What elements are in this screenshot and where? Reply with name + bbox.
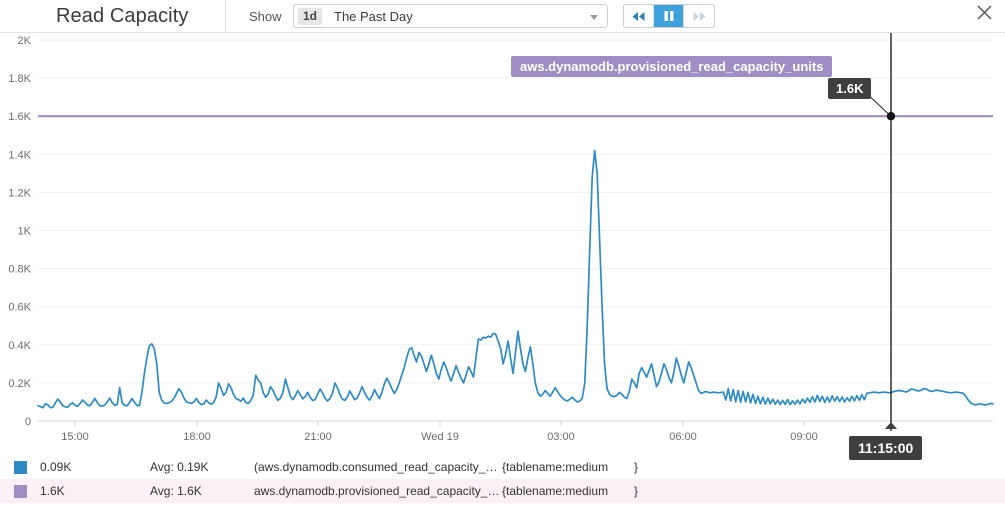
chart-legend: 0.09K Avg: 0.19K (aws.dynamodb.consumed_… — [0, 455, 1005, 503]
close-button[interactable] — [971, 2, 997, 28]
svg-text:0: 0 — [25, 416, 31, 428]
panel-header: Read Capacity Show 1d The Past Day — [0, 0, 1005, 33]
svg-text:2K: 2K — [18, 35, 32, 47]
legend-metric-name: (aws.dynamodb.consumed_read_capacity_uni… — [254, 460, 502, 474]
series-name-tooltip: aws.dynamodb.provisioned_read_capacity_u… — [511, 56, 833, 77]
time-range-text: The Past Day — [334, 9, 413, 24]
svg-text:1K: 1K — [18, 226, 32, 238]
chart-area[interactable]: 0 0.2K 0.4K 0.6K 0.8K 1K 1.2K 1.4K 1.6K 1.8K 2K 15:… — [0, 33, 1005, 453]
legend-metric-name: aws.dynamodb.provisioned_read_capacity_u… — [254, 484, 502, 498]
legend-current-value: 0.09K — [40, 460, 72, 474]
value-tooltip: 1.6K — [828, 78, 872, 99]
svg-text:0.4K: 0.4K — [8, 340, 31, 352]
svg-text:0.2K: 0.2K — [8, 378, 31, 390]
legend-tags-close: } — [634, 460, 639, 474]
svg-text:0.8K: 0.8K — [8, 264, 31, 276]
value-tooltip-label: 1.6K — [836, 81, 864, 96]
chart-svg[interactable]: 0 0.2K 0.4K 0.6K 0.8K 1K 1.2K 1.4K 1.6K 1.8K 2K 15:… — [0, 33, 1005, 453]
fast-forward-button[interactable] — [684, 5, 714, 27]
rewind-button[interactable] — [624, 5, 654, 27]
header-divider — [225, 0, 226, 33]
svg-text:18:00: 18:00 — [183, 431, 211, 443]
svg-text:1.6K: 1.6K — [8, 111, 31, 123]
time-range-badge: 1d — [298, 8, 323, 25]
cursor-time-label: 11:15:00 — [858, 440, 914, 456]
svg-text:21:00: 21:00 — [304, 431, 332, 443]
svg-text:1.8K: 1.8K — [8, 73, 31, 85]
cursor-time-tooltip: 11:15:00 — [849, 436, 923, 460]
close-icon — [976, 4, 993, 26]
legend-color-swatch — [14, 460, 27, 474]
legend-tags-close: } — [634, 484, 639, 498]
page-title: Read Capacity — [56, 5, 189, 27]
svg-text:0.6K: 0.6K — [8, 302, 31, 314]
svg-text:03:00: 03:00 — [547, 431, 575, 443]
legend-row[interactable]: 0.09K Avg: 0.19K (aws.dynamodb.consumed_… — [0, 455, 1005, 479]
series-name-tooltip-label: aws.dynamodb.provisioned_read_capacity_u… — [520, 59, 824, 74]
svg-text:Wed 19: Wed 19 — [421, 431, 459, 443]
legend-tags: {tablename:medium — [502, 484, 609, 498]
legend-average-value: Avg: 0.19K — [150, 460, 209, 474]
time-range-select[interactable]: 1d The Past Day — [293, 4, 608, 28]
svg-text:15:00: 15:00 — [61, 431, 89, 443]
svg-text:1.4K: 1.4K — [8, 149, 31, 161]
legend-row[interactable]: 1.6K Avg: 1.6K aws.dynamodb.provisioned_… — [0, 479, 1005, 503]
playback-controls — [623, 4, 715, 28]
chevron-down-icon — [590, 15, 598, 20]
legend-current-value: 1.6K — [40, 484, 65, 498]
svg-text:06:00: 06:00 — [669, 431, 697, 443]
svg-text:09:00: 09:00 — [790, 431, 818, 443]
pause-icon — [663, 10, 675, 22]
rewind-icon — [631, 11, 646, 22]
pause-button[interactable] — [654, 5, 684, 27]
legend-average-value: Avg: 1.6K — [150, 484, 202, 498]
legend-color-swatch — [14, 484, 27, 498]
svg-text:1.2K: 1.2K — [8, 187, 31, 199]
fast-forward-icon — [692, 11, 707, 22]
legend-tags: {tablename:medium — [502, 460, 609, 474]
show-label: Show — [249, 9, 282, 24]
